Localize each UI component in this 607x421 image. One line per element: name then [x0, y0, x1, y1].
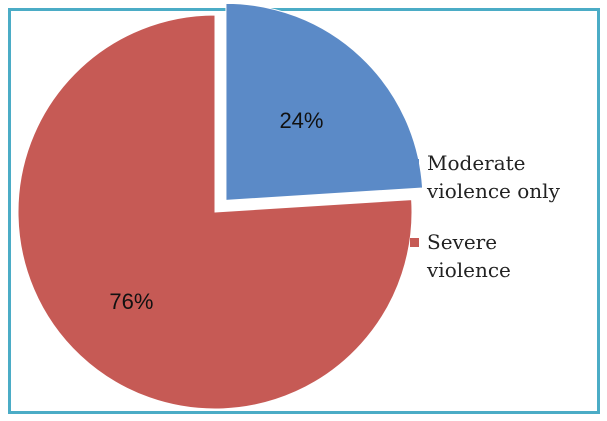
legend-label: Severe [427, 230, 497, 254]
slice-label: 76% [109, 289, 153, 314]
slice-label: 24% [279, 108, 323, 133]
legend-marker [410, 238, 419, 247]
legend-label: violence only [426, 179, 561, 203]
pie-slice [225, 2, 424, 201]
legend-marker [410, 159, 419, 168]
legend-label: violence [426, 258, 511, 282]
legend-label: Moderate [427, 151, 526, 175]
pie-slice [17, 14, 413, 410]
